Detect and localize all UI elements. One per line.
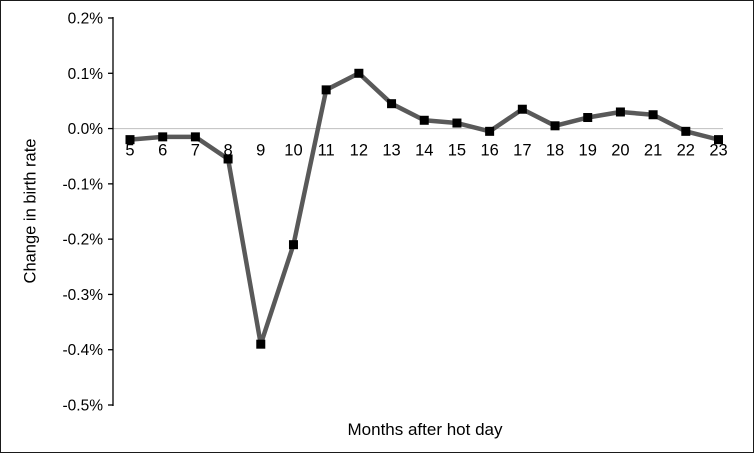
x-tick-label: 15: [448, 142, 466, 160]
data-point-marker: [714, 135, 723, 145]
y-tick-label: -0.1%: [63, 176, 104, 193]
data-point-marker: [485, 126, 495, 136]
data-point-marker: [387, 99, 397, 109]
y-tick-label: -0.2%: [63, 232, 104, 249]
x-tick-label: 23: [709, 142, 727, 160]
x-tick-label: 20: [611, 142, 629, 160]
data-point-marker: [321, 85, 331, 95]
data-point-marker: [419, 115, 429, 125]
data-point-marker: [125, 135, 135, 145]
y-tick-label: -0.3%: [63, 287, 104, 304]
data-point-marker: [550, 121, 560, 131]
y-tick-label: 0.1%: [68, 66, 104, 83]
x-tick-label: 14: [415, 142, 433, 160]
x-tick-label: 7: [191, 142, 200, 160]
x-tick-label: 12: [350, 142, 368, 160]
x-tick-label: 11: [318, 142, 335, 160]
data-line: [127, 71, 721, 347]
data-point-marker: [354, 68, 364, 78]
data-point-marker: [681, 126, 691, 136]
y-tick-label: 0.2%: [68, 11, 104, 28]
x-tick-label: 8: [223, 142, 232, 160]
data-point-marker: [615, 107, 625, 117]
x-tick-label: 21: [644, 142, 662, 160]
data-point-marker: [190, 132, 200, 142]
x-tick-label: 17: [513, 142, 531, 160]
x-tick-label: 13: [382, 142, 400, 160]
x-tick-label: 16: [480, 142, 498, 160]
x-axis-title: Months after hot day: [347, 420, 503, 439]
x-tick-label: 5: [125, 142, 134, 160]
data-point-marker: [256, 339, 266, 349]
x-tick-label: 10: [284, 142, 302, 160]
y-tick-label: 0.0%: [68, 121, 104, 138]
x-tick-label: 19: [579, 142, 597, 160]
x-tick-label: 18: [546, 142, 564, 160]
y-tick-label: -0.4%: [63, 342, 104, 359]
y-tick-label: -0.5%: [63, 398, 104, 415]
data-point-marker: [648, 110, 658, 120]
data-point-marker: [517, 104, 527, 114]
x-tick-label: 6: [158, 142, 167, 160]
data-point-marker: [158, 132, 168, 142]
x-tick-label: 22: [677, 142, 695, 160]
data-point-marker: [223, 154, 233, 164]
data-point-marker: [452, 118, 462, 128]
data-point-marker: [583, 113, 593, 123]
x-tick-label: 9: [256, 142, 265, 160]
data-point-marker: [288, 240, 298, 250]
